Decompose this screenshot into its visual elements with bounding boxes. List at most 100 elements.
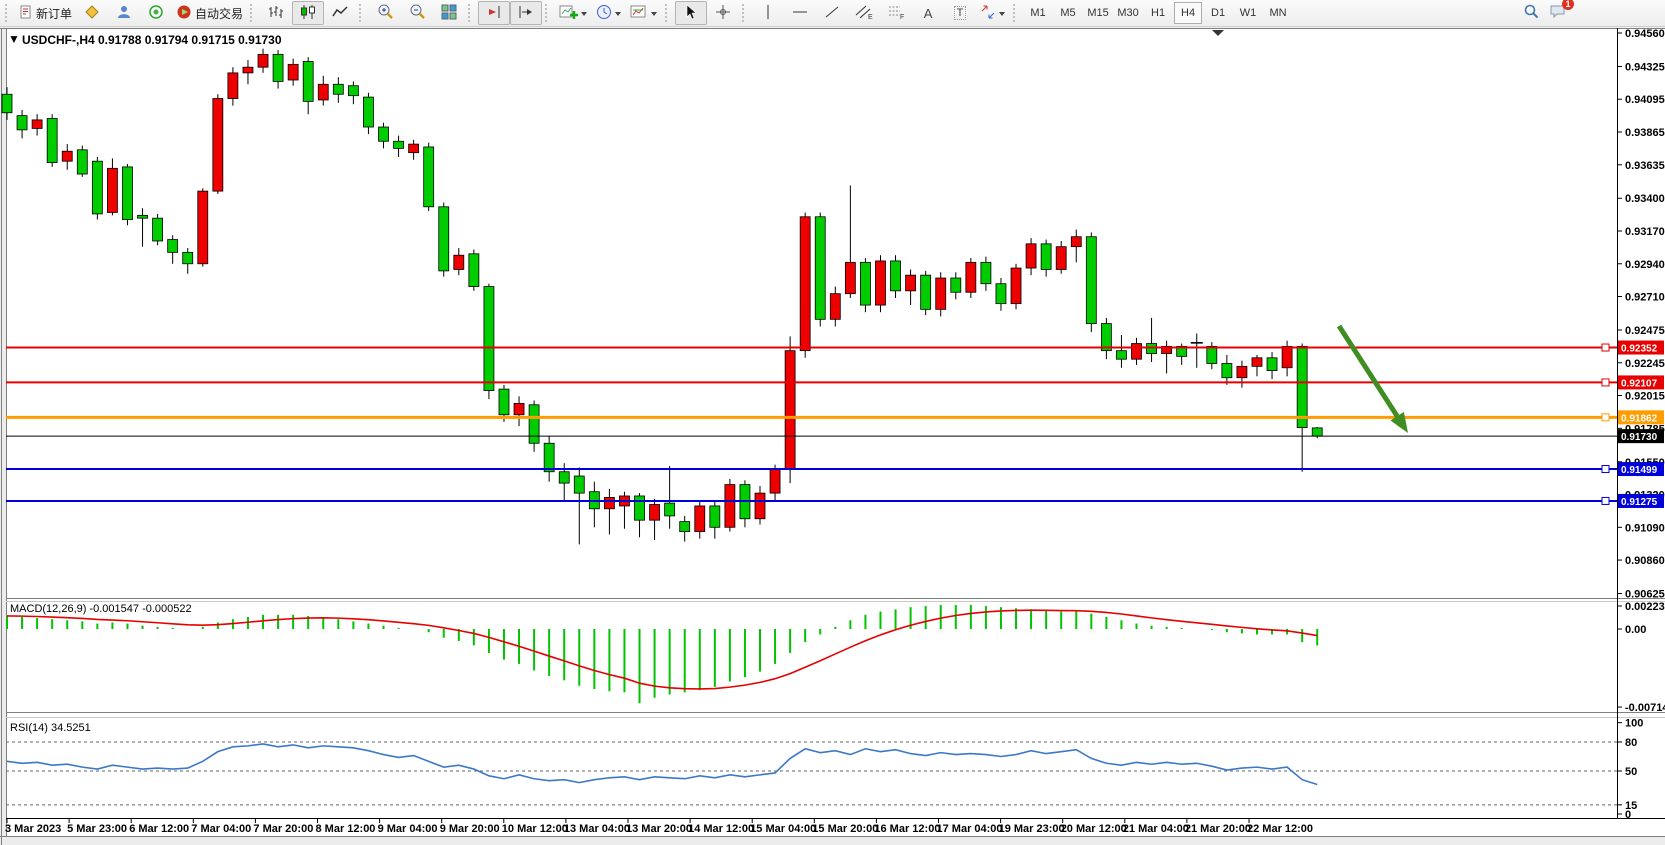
svg-text:E: E [868, 14, 873, 20]
horizontal-line-tool-button[interactable] [784, 1, 816, 25]
chat-button[interactable]: 1 [1549, 0, 1574, 24]
time-tick-label: 14 Mar 12:00 [688, 823, 754, 835]
bull-candle [287, 63, 299, 81]
bull-candle [227, 72, 239, 99]
text-tool-button[interactable]: A [912, 1, 944, 25]
bear-candle [634, 495, 645, 521]
tab-timeframe-h1[interactable]: H1 [1151, 7, 1166, 19]
bull-candle [212, 98, 224, 192]
price-tag-label: 0.91275 [1621, 497, 1658, 508]
cursor-button[interactable] [675, 1, 708, 25]
tile-windows-icon [441, 4, 457, 23]
toolbar-grip[interactable] [545, 4, 552, 22]
candlestick-chart-button[interactable] [292, 1, 325, 25]
bar-chart-icon [267, 4, 285, 23]
toolbar-grip[interactable] [1013, 4, 1020, 22]
line-handle[interactable] [1601, 343, 1610, 352]
tab-timeframe-d1[interactable]: D1 [1211, 7, 1226, 19]
price-tick-label: 0.94095 [1625, 94, 1665, 106]
toolbar-grip[interactable] [250, 4, 257, 22]
line-handle[interactable] [1601, 496, 1610, 505]
tile-windows-button[interactable] [433, 1, 465, 25]
toolbar-grip[interactable] [359, 4, 366, 22]
line-handle[interactable] [1601, 378, 1610, 387]
auto-trading-button[interactable]: 自动交易 [172, 1, 247, 25]
vertical-line-tool-button[interactable] [752, 1, 784, 25]
tab-timeframe-m1[interactable]: M1 [1030, 7, 1046, 19]
bull-candle [408, 143, 420, 154]
trendline-icon [824, 4, 840, 23]
toolbar-grip[interactable] [468, 4, 475, 22]
tab-timeframe-w1[interactable]: W1 [1239, 7, 1257, 19]
bear-candle [980, 261, 992, 285]
tab-timeframe-h4[interactable]: H4 [1174, 2, 1203, 24]
bull-candle [1025, 243, 1037, 269]
bull-candle [317, 83, 329, 101]
channel-tool-button[interactable]: E [848, 1, 880, 25]
time-axis[interactable]: 3 Mar 2023 5 Mar 23:00 6 Mar 12:00 7 Mar 04… [5, 818, 1313, 835]
bear-candle [483, 286, 495, 391]
toolbar-grip[interactable] [742, 4, 749, 22]
bull-candle [453, 254, 465, 270]
crosshair-button[interactable] [707, 1, 739, 25]
new-order-icon [19, 5, 33, 22]
time-tick-label: 5 Mar 23:00 [67, 823, 127, 835]
macd-tick-label: 0.002238 [1625, 601, 1665, 613]
zoom-out-button[interactable] [401, 1, 433, 25]
trendline-tool-button[interactable] [816, 1, 848, 25]
bar-chart-button[interactable] [260, 1, 292, 25]
symbol-dropdown-icon[interactable]: ▼ [8, 32, 20, 46]
tab-timeframe-m5[interactable]: M5 [1060, 7, 1076, 19]
gold-diamond-icon [84, 4, 100, 23]
tab-timeframe-m15[interactable]: M15 [1087, 7, 1109, 19]
bear-candle [1311, 427, 1323, 437]
chart-shift-button[interactable] [510, 1, 543, 25]
toolbar-grip[interactable] [665, 4, 672, 22]
bull-candle [649, 504, 660, 521]
vertical-line-icon [762, 4, 774, 23]
bear-candle [860, 261, 871, 306]
line-chart-button [324, 1, 356, 25]
bull-candle [905, 274, 916, 292]
arrows-tool-button[interactable] [976, 1, 1010, 25]
tab-timeframe-m30[interactable]: M30 [1117, 7, 1139, 19]
arrows-icon [980, 4, 996, 23]
bull-candle [1055, 246, 1067, 270]
horizontal-line-icon [792, 4, 808, 23]
bear-candle [950, 277, 962, 293]
auto-scroll-icon [485, 4, 503, 23]
gold-chart-button[interactable] [76, 1, 108, 25]
bear-candle [363, 96, 374, 128]
line-handle[interactable] [1601, 465, 1610, 474]
time-tick-label: 21 Mar 20:00 [1185, 823, 1251, 835]
time-tick-label: 6 Mar 12:00 [129, 823, 189, 835]
price-tag-label: 0.92107 [1621, 378, 1658, 389]
trend-arrow[interactable] [1336, 324, 1408, 433]
indicators-button[interactable] [555, 1, 592, 25]
tab-timeframe-mn[interactable]: MN [1269, 7, 1287, 19]
line-handle[interactable] [1601, 413, 1610, 422]
time-tick-label: 9 Mar 20:00 [440, 823, 500, 835]
time-tick-label: 17 Mar 04:00 [937, 823, 1003, 835]
bear-candle [423, 146, 435, 208]
line-chart-icon [331, 4, 349, 23]
price-tick-label: 0.92710 [1625, 292, 1665, 304]
bear-candle [1296, 345, 1308, 428]
price-tick-label: 0.92475 [1625, 325, 1665, 337]
templates-button[interactable] [626, 1, 662, 25]
chevron-down-icon [651, 6, 658, 20]
chart-background[interactable] [6, 28, 1665, 836]
signal-button[interactable] [140, 1, 172, 25]
new-order-button[interactable]: 新订单 [15, 1, 76, 25]
zoom-in-button[interactable] [369, 1, 401, 25]
periods-button[interactable] [592, 1, 626, 25]
fibonacci-tool-button[interactable]: F [880, 1, 912, 25]
toolbar-grip[interactable] [5, 4, 12, 22]
text-label-tool-button[interactable]: T [944, 1, 976, 25]
community-button[interactable] [108, 1, 140, 25]
chart-shift-marker[interactable] [1212, 30, 1224, 36]
chart-area[interactable]: 0.94560 0.94325 0.94095 0.93865 0.93635 0.934… [0, 28, 1665, 845]
bear-candle [498, 388, 510, 416]
auto-scroll-button[interactable] [478, 1, 511, 25]
search-icon[interactable] [1523, 3, 1539, 24]
